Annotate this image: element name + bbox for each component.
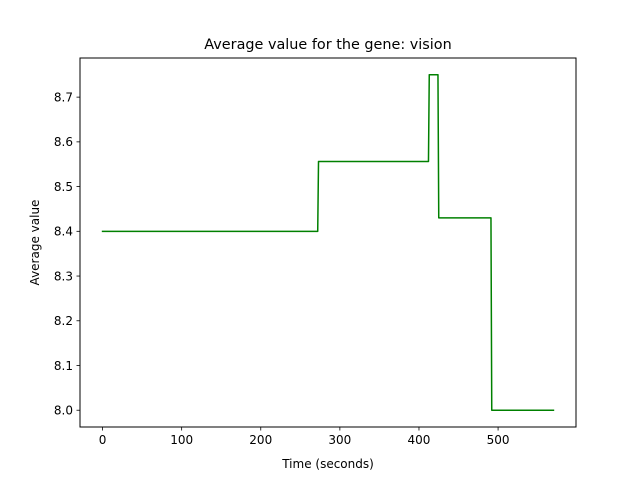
x-tick-label: 200 [249,433,272,447]
x-tick-label: 0 [99,433,107,447]
plot-layer [101,74,555,411]
y-axis: 8.0 8.1 8.2 8.3 8.4 8.5 8.6 8.7 [54,90,80,418]
x-tick-label: 400 [408,433,431,447]
y-tick-label: 8.7 [54,90,73,104]
plot-frame [79,57,577,428]
y-tick-label: 8.2 [54,314,73,328]
y-tick-label: 8.4 [54,225,73,239]
x-tick-label: 500 [487,433,510,447]
y-axis-label: Average value [28,200,42,286]
x-axis-label: Time (seconds) [281,457,374,471]
y-tick-label: 8.5 [54,180,73,194]
x-tick-label: 300 [328,433,351,447]
y-tick-label: 8.6 [54,135,73,149]
y-tick-label: 8.1 [54,359,73,373]
series-line-0 [101,74,555,411]
y-tick-label: 8.3 [54,269,73,283]
x-tick-label: 100 [170,433,193,447]
chart-title: Average value for the gene: vision [204,37,451,53]
x-axis: 0 100 200 300 400 500 [99,427,510,447]
y-tick-label: 8.0 [54,404,73,418]
